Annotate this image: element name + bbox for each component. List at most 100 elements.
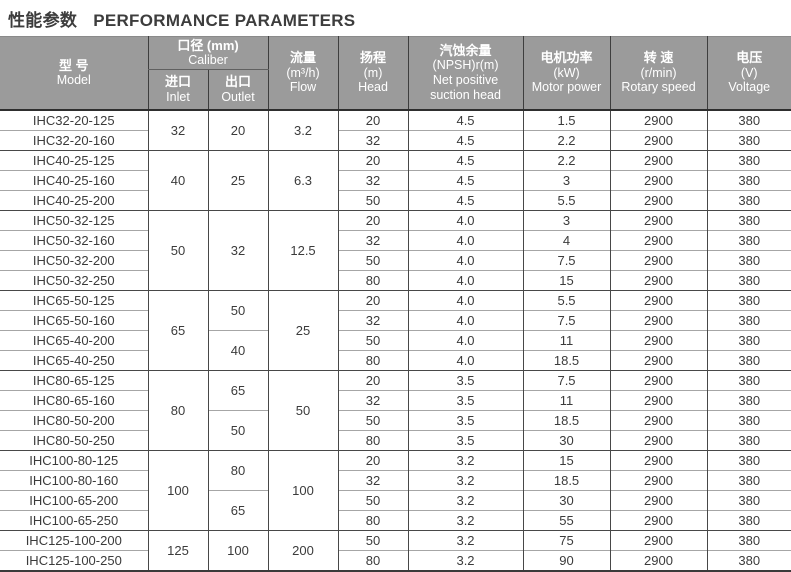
speed-cell: 2900 <box>609 309 708 331</box>
header-flow-unit: (m³/h) <box>286 65 320 80</box>
table-row: IHC40-25-200 50 4.5 5.5 2900 380 <box>0 189 791 211</box>
head-cell: 32 <box>337 169 409 191</box>
npsh-cell: 3.5 <box>407 409 524 431</box>
power-cell: 15 <box>522 269 611 291</box>
header-row-1: 型 号 Model 口径 (mm) Caliber 流量 (m³/h) Flow… <box>0 36 791 111</box>
inlet-cell: 125 <box>147 529 208 571</box>
voltage-cell: 380 <box>706 249 791 271</box>
power-cell: 30 <box>522 489 611 511</box>
voltage-cell: 380 <box>706 469 791 491</box>
npsh-cell: 3.2 <box>407 469 524 491</box>
voltage-cell: 380 <box>706 429 791 451</box>
header-voltage-zh: 电压 <box>736 50 763 66</box>
header-outlet-en: Outlet <box>221 89 255 104</box>
table-row: IHC65-50-125 65 50 25 20 4.0 5.5 2900 380 <box>0 289 791 371</box>
head-cell: 20 <box>337 149 409 171</box>
voltage-cell: 380 <box>706 329 791 351</box>
speed-cell: 2900 <box>609 229 708 251</box>
header-flow-zh: 流量 <box>290 50 317 66</box>
head-cell: 50 <box>337 329 409 351</box>
page-title-english: PERFORMANCE PARAMETERS <box>93 11 356 30</box>
head-cell: 20 <box>337 369 409 391</box>
model-cell: IHC80-50-200 <box>0 409 148 431</box>
head-cell: 32 <box>337 129 409 151</box>
model-cell: IHC100-80-125 <box>0 449 148 471</box>
power-cell: 18.5 <box>522 469 611 491</box>
voltage-cell: 380 <box>706 229 791 251</box>
header-inlet-zh: 进口 <box>164 74 191 90</box>
flow-cell: 100 <box>267 449 339 531</box>
speed-cell: 2900 <box>609 249 708 271</box>
voltage-cell: 380 <box>706 489 791 511</box>
page-title-chinese: 性能参数 <box>8 11 78 30</box>
voltage-cell: 380 <box>706 389 791 411</box>
table-row: IHC80-65-125 80 65 50 20 3.5 7.5 2900 380 <box>0 369 791 451</box>
header-model-en: Model <box>56 73 91 88</box>
inlet-cell: 100 <box>147 449 208 531</box>
speed-cell: 2900 <box>609 489 708 511</box>
voltage-cell: 380 <box>706 509 791 531</box>
voltage-cell: 380 <box>706 409 791 431</box>
table-row: IHC32-20-160 32 4.5 2.2 2900 380 <box>0 129 791 151</box>
model-cell: IHC65-40-200 <box>0 329 148 351</box>
speed-cell: 2900 <box>609 389 708 411</box>
speed-cell: 2900 <box>609 449 708 471</box>
voltage-cell: 380 <box>706 149 791 171</box>
outlet-cell: 100 <box>207 529 269 571</box>
model-cell: IHC100-80-160 <box>0 469 148 491</box>
header-rotary-speed-en: Rotary speed <box>621 80 696 95</box>
model-cell: IHC100-65-200 <box>0 489 148 511</box>
model-cell: IHC65-40-250 <box>0 349 148 371</box>
header-outlet-zh: 出口 <box>225 74 252 90</box>
header-motor-power-en: Motor power <box>531 80 602 95</box>
model-cell: IHC50-32-125 <box>0 209 148 231</box>
speed-cell: 2900 <box>609 509 708 531</box>
power-cell: 3 <box>522 209 611 231</box>
npsh-cell: 3.2 <box>407 549 524 571</box>
page-title: 性能参数 PERFORMANCE PARAMETERS <box>0 0 791 36</box>
power-cell: 2.2 <box>522 149 611 171</box>
power-cell: 1.5 <box>522 109 611 131</box>
table-row: IHC65-40-250 80 4.0 18.5 2900 380 <box>0 349 791 371</box>
npsh-cell: 4.5 <box>407 149 524 171</box>
power-cell: 7.5 <box>522 249 611 271</box>
header-npsh-en1: Net positive <box>432 73 499 88</box>
header-npsh-en2: suction head <box>430 87 501 102</box>
table-row: IHC50-32-160 32 4.0 4 2900 380 <box>0 229 791 251</box>
npsh-cell: 3.5 <box>407 389 524 411</box>
model-cell: IHC50-32-200 <box>0 249 148 271</box>
head-cell: 50 <box>337 529 409 551</box>
speed-cell: 2900 <box>609 169 708 191</box>
npsh-cell: 3.2 <box>407 449 524 471</box>
npsh-cell: 4.0 <box>407 329 524 351</box>
model-cell: IHC125-100-250 <box>0 549 148 571</box>
table-row: IHC32-20-125 32 20 3.2 20 4.5 1.5 2900 380 <box>0 109 791 151</box>
header-model-zh: 型 号 <box>58 57 89 73</box>
npsh-cell: 4.5 <box>407 169 524 191</box>
header-head-zh: 扬程 <box>360 50 387 66</box>
table-header: 型 号 Model 口径 (mm) Caliber 流量 (m³/h) Flow… <box>0 36 791 111</box>
power-cell: 7.5 <box>522 369 611 391</box>
head-cell: 32 <box>337 309 409 331</box>
model-cell: IHC80-65-160 <box>0 389 148 411</box>
speed-cell: 2900 <box>609 189 708 211</box>
table-row: IHC100-65-200 65 50 3.2 30 2900 380 <box>0 489 791 531</box>
outlet-cell: 65 <box>207 489 269 531</box>
inlet-cell: 65 <box>147 289 208 371</box>
flow-cell: 25 <box>267 289 339 371</box>
header-inlet: 进口 Inlet <box>147 69 208 111</box>
head-cell: 32 <box>337 469 409 491</box>
power-cell: 18.5 <box>522 409 611 431</box>
head-cell: 80 <box>337 269 409 291</box>
power-cell: 5.5 <box>522 289 611 311</box>
table-row: IHC80-50-200 50 50 3.5 18.5 2900 380 <box>0 409 791 451</box>
speed-cell: 2900 <box>609 289 708 311</box>
model-cell: IHC32-20-125 <box>0 109 148 131</box>
speed-cell: 2900 <box>609 349 708 371</box>
header-flow-en: Flow <box>289 80 317 95</box>
header-rotary-speed-unit: (r/min) <box>640 65 677 80</box>
table-row: IHC50-32-200 50 4.0 7.5 2900 380 <box>0 249 791 271</box>
head-cell: 80 <box>337 429 409 451</box>
speed-cell: 2900 <box>609 269 708 291</box>
power-cell: 90 <box>522 549 611 571</box>
